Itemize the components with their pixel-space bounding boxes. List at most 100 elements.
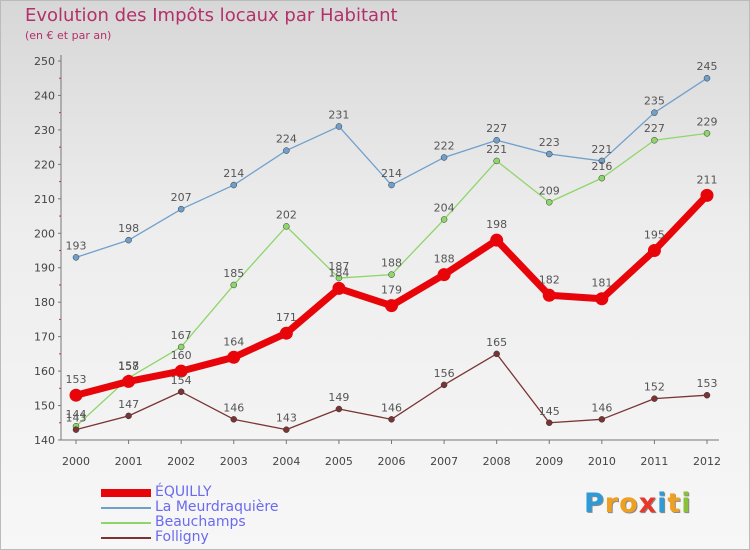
data-label: 214: [223, 167, 244, 180]
data-label: 221: [591, 143, 612, 156]
data-point: [440, 381, 448, 389]
data-label: 198: [118, 222, 139, 235]
data-point: [703, 391, 711, 399]
y-tick-label: 150: [34, 400, 55, 413]
data-point: [493, 136, 500, 144]
data-label: 229: [697, 115, 718, 128]
data-label: 185: [223, 267, 244, 280]
data-label: 245: [697, 60, 718, 73]
data-label: 144: [66, 408, 87, 421]
series-folligny: [72, 350, 711, 433]
data-point: [598, 174, 606, 182]
chart-title: Evolution des Impôts locaux par Habitant: [25, 5, 398, 26]
data-point: [546, 199, 553, 206]
y-tick-label: 230: [34, 124, 55, 137]
data-label: 209: [539, 184, 560, 197]
logo-letter: P: [584, 488, 605, 519]
legend-swatch: [101, 489, 151, 497]
data-point: [493, 350, 500, 358]
data-label: 204: [434, 201, 455, 214]
data-point: [546, 150, 553, 158]
data-label: 227: [486, 122, 507, 135]
data-point: [595, 292, 609, 306]
data-point: [703, 74, 711, 82]
x-tick-label: 2011: [640, 455, 668, 468]
legend-swatch: [101, 537, 151, 539]
data-label: 231: [328, 108, 349, 121]
legend-label: Beauchamps: [155, 514, 246, 530]
data-label: 145: [539, 405, 560, 418]
y-tick-label: 140: [34, 434, 55, 447]
data-point: [388, 271, 395, 278]
y-tick-label: 240: [34, 89, 55, 102]
data-label: 223: [539, 136, 560, 149]
data-point: [335, 123, 343, 130]
logo-letter: i: [681, 488, 692, 519]
logo-letter: o: [619, 488, 639, 519]
logo-letter: i: [657, 488, 668, 519]
data-point: [227, 350, 241, 364]
data-label: 211: [697, 173, 718, 186]
data-label: 165: [486, 336, 507, 349]
data-label: 214: [381, 167, 402, 180]
data-label: 158: [118, 360, 139, 373]
data-label: 235: [644, 95, 665, 108]
x-tick-label: 2010: [588, 455, 616, 468]
legend-label: Folligny: [155, 529, 209, 545]
data-point: [651, 136, 658, 144]
data-point: [493, 157, 500, 165]
data-point: [283, 426, 290, 433]
data-point: [230, 281, 237, 289]
x-tick-label: 2003: [220, 455, 248, 468]
data-point: [703, 130, 711, 137]
data-label: 154: [171, 374, 192, 387]
legend-swatch: [101, 522, 151, 524]
data-label: 198: [486, 218, 507, 231]
data-label: 182: [539, 273, 560, 286]
data-point: [490, 233, 504, 247]
x-tick-label: 2006: [378, 455, 406, 468]
data-point: [440, 154, 448, 161]
data-label: 143: [276, 412, 297, 425]
data-point: [440, 216, 448, 223]
data-point: [69, 388, 83, 402]
data-label: 207: [171, 191, 192, 204]
data-label: 146: [591, 401, 612, 414]
data-label: 224: [276, 133, 297, 146]
data-label: 179: [381, 284, 402, 297]
x-tick-label: 2002: [167, 455, 195, 468]
data-label: 156: [434, 367, 455, 380]
data-label: 221: [486, 143, 507, 156]
x-tick-label: 2009: [535, 455, 563, 468]
axes: 140 150 160 170 180 190 200 210 220 230 240 250 2000…: [34, 55, 721, 468]
data-label: 222: [434, 139, 455, 152]
data-point: [279, 326, 293, 340]
data-point: [598, 416, 606, 423]
data-label: 187: [328, 260, 349, 273]
data-point: [335, 274, 343, 282]
data-point: [437, 268, 451, 282]
data-point: [125, 236, 132, 244]
data-label: 227: [644, 122, 665, 135]
data-labels-layer: 193 198 207 214 224 231 214 222 227 223 221 235 245 1…: [66, 60, 718, 424]
data-point: [177, 388, 185, 396]
y-tick-label: 170: [34, 331, 55, 344]
data-point: [388, 416, 395, 423]
y-tick-label: 220: [34, 158, 55, 171]
y-tick-label: 250: [34, 55, 55, 68]
data-point: [125, 412, 132, 420]
legend-label: La Meurdraquière: [155, 499, 279, 515]
series-layer: [69, 74, 714, 433]
data-point: [283, 223, 290, 230]
data-point: [72, 254, 80, 261]
data-point: [174, 364, 188, 378]
data-point: [122, 374, 136, 388]
data-label: 195: [644, 229, 665, 242]
y-tick-label: 210: [34, 193, 55, 206]
data-label: 146: [223, 401, 244, 414]
data-point: [546, 419, 553, 427]
x-tick-label: 2012: [693, 455, 721, 468]
data-label: 202: [276, 208, 297, 221]
x-tick-label: 2007: [430, 455, 458, 468]
y-tick-label: 180: [34, 296, 55, 309]
